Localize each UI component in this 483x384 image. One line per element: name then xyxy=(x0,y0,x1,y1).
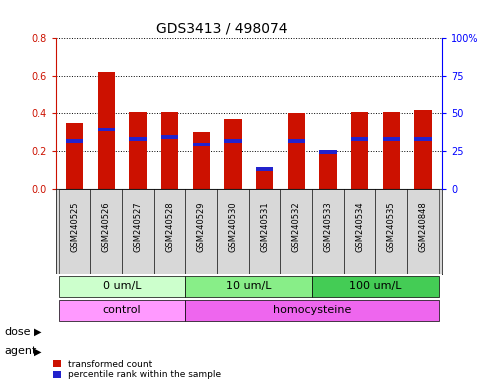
Text: GSM240525: GSM240525 xyxy=(70,201,79,252)
Bar xyxy=(351,112,369,189)
Bar xyxy=(224,119,242,189)
Text: GSM240534: GSM240534 xyxy=(355,201,364,252)
Bar xyxy=(414,137,432,141)
Bar xyxy=(161,112,178,189)
Text: ▶: ▶ xyxy=(34,327,42,337)
Bar xyxy=(281,189,312,274)
Bar xyxy=(256,167,273,171)
Bar xyxy=(129,112,147,189)
Bar xyxy=(90,189,122,274)
Bar xyxy=(161,135,178,139)
Text: ▶: ▶ xyxy=(34,346,42,356)
Bar xyxy=(185,275,312,297)
Bar xyxy=(256,170,273,189)
Bar xyxy=(59,189,90,274)
Bar xyxy=(351,137,369,141)
Text: GSM240526: GSM240526 xyxy=(102,201,111,252)
Bar xyxy=(59,275,185,297)
Text: GSM240530: GSM240530 xyxy=(228,201,238,252)
Text: GSM240527: GSM240527 xyxy=(133,201,142,252)
Bar xyxy=(319,150,337,154)
Bar xyxy=(249,189,281,274)
Text: GSM240531: GSM240531 xyxy=(260,201,269,252)
Bar xyxy=(312,275,439,297)
Text: GSM240532: GSM240532 xyxy=(292,201,301,252)
Bar xyxy=(312,189,344,274)
Bar xyxy=(98,127,115,131)
Text: dose: dose xyxy=(5,327,31,337)
Bar xyxy=(129,137,147,141)
Text: control: control xyxy=(103,306,142,316)
Bar xyxy=(414,110,432,189)
Bar xyxy=(154,189,185,274)
Bar xyxy=(407,189,439,274)
Legend: transformed count, percentile rank within the sample: transformed count, percentile rank withi… xyxy=(53,360,221,379)
Bar xyxy=(319,153,337,189)
Bar xyxy=(193,132,210,189)
Bar xyxy=(344,189,375,274)
Text: GSM240848: GSM240848 xyxy=(418,201,427,252)
Text: homocysteine: homocysteine xyxy=(273,306,351,316)
Bar xyxy=(217,189,249,274)
Bar xyxy=(66,139,83,142)
Bar xyxy=(59,300,185,321)
Text: GSM240535: GSM240535 xyxy=(387,201,396,252)
Text: GSM240533: GSM240533 xyxy=(324,201,332,252)
Bar xyxy=(122,189,154,274)
Bar xyxy=(66,123,83,189)
Bar xyxy=(185,300,439,321)
Bar xyxy=(287,113,305,189)
Text: GSM240528: GSM240528 xyxy=(165,201,174,252)
Bar xyxy=(287,139,305,142)
Bar xyxy=(185,189,217,274)
Bar xyxy=(383,137,400,141)
Bar xyxy=(98,72,115,189)
Text: GSM240529: GSM240529 xyxy=(197,201,206,252)
Bar xyxy=(193,142,210,146)
Text: agent: agent xyxy=(5,346,37,356)
Text: GDS3413 / 498074: GDS3413 / 498074 xyxy=(156,21,288,35)
Bar xyxy=(224,139,242,142)
Text: 10 um/L: 10 um/L xyxy=(226,281,271,291)
Bar xyxy=(383,112,400,189)
Text: 0 um/L: 0 um/L xyxy=(103,281,142,291)
Bar xyxy=(375,189,407,274)
Text: 100 um/L: 100 um/L xyxy=(349,281,402,291)
